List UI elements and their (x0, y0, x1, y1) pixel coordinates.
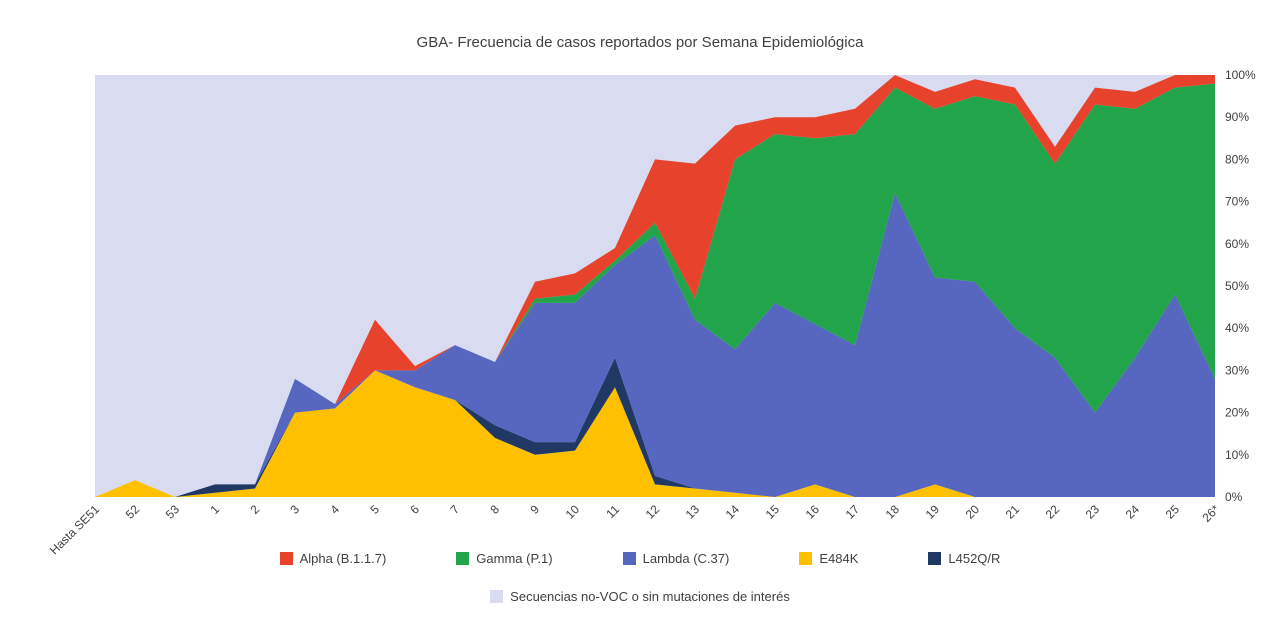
x-axis-label: 19 (923, 502, 943, 522)
legend-row-2: Secuencias no-VOC o sin mutaciones de in… (0, 589, 1280, 604)
y-axis-tick-label: 10% (1225, 448, 1249, 462)
x-axis-label: 7 (447, 502, 462, 517)
legend-item-gamma: Gamma (P.1) (456, 551, 553, 566)
area-series-lambda (95, 193, 1215, 497)
x-axis-label: 23 (1083, 502, 1103, 522)
x-axis-label: 9 (527, 502, 542, 517)
x-axis-label: 16 (803, 502, 823, 522)
area-series-e484k (95, 370, 1215, 497)
legend-row-1: Alpha (B.1.1.7) Gamma (P.1) Lambda (C.37) E… (0, 551, 1280, 566)
y-axis-tick-label: 40% (1225, 321, 1249, 335)
x-axis-label: 11 (603, 502, 622, 521)
x-axis-label: 25 (1163, 502, 1183, 522)
x-axis-label: 20 (963, 502, 983, 522)
x-axis-label: 8 (487, 502, 502, 517)
legend-item-l452qr: L452Q/R (928, 551, 1000, 566)
legend-label-gamma: Gamma (P.1) (476, 551, 553, 566)
chart-title: GBA- Frecuencia de casos reportados por … (416, 34, 864, 51)
y-axis-tick-label: 20% (1225, 406, 1249, 420)
x-axis-label: 4 (327, 502, 342, 517)
legend-label-l452qr: L452Q/R (948, 551, 1001, 566)
legend-label-lambda: Lambda (C.37) (642, 551, 730, 566)
x-axis-label: Hasta SE51 (47, 502, 102, 557)
x-axis-label: 3 (287, 502, 302, 517)
x-axis-label: 13 (683, 502, 703, 522)
y-axis-tick-label: 30% (1225, 363, 1249, 377)
legend-label-alpha: Alpha (B.1.1.7) (299, 551, 387, 566)
legend-swatch-alpha (279, 552, 293, 565)
legend-swatch-e484k (799, 552, 813, 565)
legend-swatch-no-voc (490, 590, 504, 603)
x-axis-label: 21 (1003, 502, 1023, 522)
x-axis-label: 52 (123, 502, 143, 522)
x-axis-label: 10 (563, 502, 583, 522)
legend-item-alpha: Alpha (B.1.1.7) (279, 551, 387, 566)
y-axis-tick-label: 50% (1225, 279, 1249, 293)
y-axis-tick-label: 60% (1225, 237, 1249, 251)
area-series-alpha (95, 75, 1215, 497)
legend-label-e484k: E484K (819, 551, 859, 566)
x-axis-label: 53 (163, 502, 183, 522)
area-series-gamma (95, 83, 1215, 497)
x-axis-label: 18 (883, 502, 903, 522)
y-axis-tick-label: 80% (1225, 152, 1249, 166)
y-axis-tick-label: 100% (1225, 68, 1256, 82)
x-axis-label: 2 (247, 502, 262, 517)
legend-swatch-l452qr (928, 552, 942, 565)
x-axis-label: 26* (1199, 502, 1222, 525)
legend-swatch-gamma (456, 552, 470, 565)
legend-item-e484k: E484K (799, 551, 858, 566)
x-axis-label: 24 (1123, 502, 1143, 522)
legend-swatch-lambda (622, 552, 636, 565)
x-axis-label: 12 (643, 502, 663, 522)
x-axis-label: 15 (763, 502, 783, 522)
x-axis-label: 22 (1043, 502, 1063, 522)
y-axis-tick-label: 70% (1225, 195, 1249, 209)
legend-label-no-voc: Secuencias no-VOC o sin mutaciones de in… (510, 589, 790, 604)
x-axis-label: 6 (407, 502, 422, 517)
legend-item-no-voc: Secuencias no-VOC o sin mutaciones de in… (490, 589, 790, 604)
y-axis-tick-label: 90% (1225, 110, 1249, 124)
x-axis-label: 17 (843, 502, 863, 522)
legend-item-lambda: Lambda (C.37) (622, 551, 730, 566)
x-axis-label: 14 (723, 502, 743, 522)
x-axis-label: 5 (367, 502, 382, 517)
y-axis-tick-label: 0% (1225, 490, 1243, 504)
x-axis-label: 1 (207, 502, 222, 517)
